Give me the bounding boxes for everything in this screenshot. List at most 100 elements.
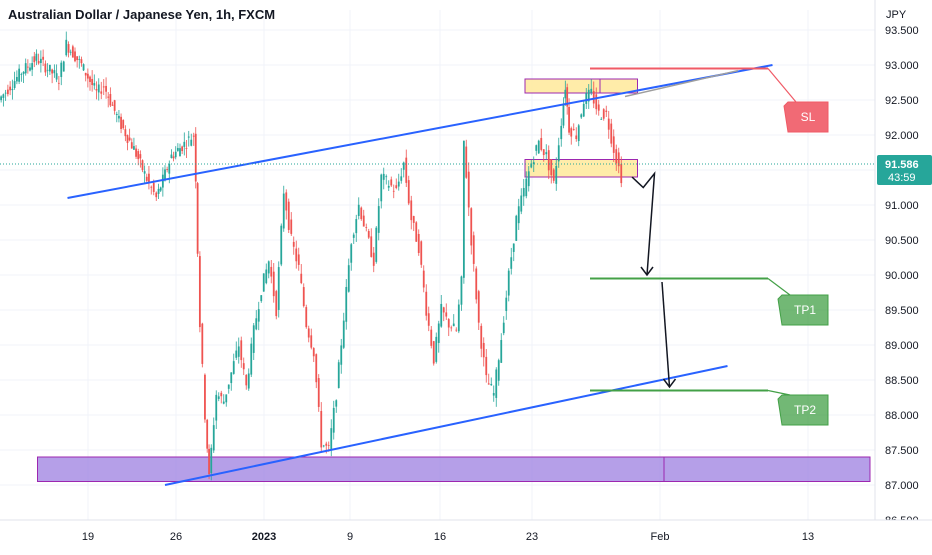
candle-body bbox=[155, 192, 158, 198]
candle-body bbox=[39, 58, 42, 63]
time-tick-label: 13 bbox=[802, 531, 814, 543]
candle-body bbox=[577, 125, 580, 142]
candle-body bbox=[157, 188, 160, 194]
candle-body bbox=[532, 162, 535, 165]
candle-body bbox=[51, 69, 54, 74]
candle-body bbox=[612, 136, 615, 153]
candle-body bbox=[120, 116, 122, 130]
candle-body bbox=[181, 146, 184, 152]
candle-body bbox=[292, 241, 295, 247]
tp1-badge bbox=[777, 294, 829, 326]
candle-body bbox=[370, 236, 373, 257]
price-tick-label: 87.000 bbox=[885, 480, 919, 492]
candle-body bbox=[585, 93, 588, 104]
candle-body bbox=[310, 335, 313, 348]
candle-body bbox=[172, 156, 175, 159]
candle-body bbox=[407, 180, 410, 204]
candle-body bbox=[320, 410, 323, 448]
candle-body bbox=[540, 137, 543, 150]
candle-body bbox=[385, 176, 388, 178]
candle-body bbox=[13, 81, 16, 88]
candle-body bbox=[355, 219, 358, 234]
candle-body bbox=[227, 384, 230, 389]
candle-body bbox=[295, 248, 298, 262]
candle-body bbox=[102, 86, 105, 88]
candle-body bbox=[84, 72, 87, 76]
candle-body bbox=[517, 206, 520, 224]
candle-body bbox=[525, 178, 528, 197]
candle-body bbox=[164, 169, 166, 181]
support-zone bbox=[37, 456, 871, 482]
candle-body bbox=[235, 350, 238, 358]
candle-body bbox=[225, 394, 228, 403]
time-tick-label: 9 bbox=[347, 531, 353, 543]
candle-body bbox=[95, 89, 98, 91]
candle-body bbox=[15, 76, 18, 82]
candle-body bbox=[430, 329, 433, 346]
candle-body bbox=[55, 73, 58, 80]
candle-body bbox=[297, 254, 300, 265]
candle-body bbox=[535, 145, 538, 151]
candle-body bbox=[447, 319, 450, 328]
candle-body bbox=[237, 346, 240, 357]
candle-body bbox=[495, 369, 498, 398]
candle-body bbox=[397, 181, 400, 187]
candle-body bbox=[139, 154, 142, 159]
candle-body bbox=[232, 361, 235, 374]
candle-body bbox=[113, 100, 116, 111]
candle-body bbox=[507, 270, 510, 296]
candle-body bbox=[275, 291, 278, 317]
candle-body bbox=[480, 325, 483, 349]
candle-body bbox=[442, 307, 445, 313]
candle-body bbox=[141, 160, 144, 171]
candle-body bbox=[360, 207, 363, 220]
time-tick-label: 16 bbox=[434, 531, 446, 543]
price-tick-label: 90.500 bbox=[885, 235, 919, 247]
price-tick-label: 92.500 bbox=[885, 95, 919, 107]
candle-body bbox=[159, 187, 162, 191]
candle-body bbox=[105, 85, 107, 92]
candle-body bbox=[210, 447, 213, 474]
candle-body bbox=[417, 233, 420, 253]
candle-body bbox=[130, 142, 133, 149]
candle-body bbox=[510, 257, 513, 269]
candle-body bbox=[580, 114, 583, 118]
candle-body bbox=[500, 340, 503, 363]
candle-body bbox=[222, 401, 225, 404]
candle-body bbox=[250, 343, 253, 375]
last-price-value: 91.586 bbox=[885, 159, 919, 171]
candle-body bbox=[174, 151, 177, 158]
candle-body bbox=[230, 372, 233, 384]
candle-body bbox=[282, 193, 285, 229]
candle-body bbox=[185, 148, 188, 149]
price-tick-label: 87.500 bbox=[885, 445, 919, 457]
time-tick-label: 26 bbox=[170, 531, 182, 543]
chart-title: Australian Dollar / Japanese Yen, 1h, FX… bbox=[8, 7, 276, 22]
candle-body bbox=[475, 268, 478, 300]
candle-body bbox=[402, 162, 405, 170]
candle-body bbox=[240, 340, 243, 361]
candle-body bbox=[93, 83, 96, 86]
price-tick-label: 90.000 bbox=[885, 270, 919, 282]
candle-body bbox=[247, 373, 250, 389]
candle-body bbox=[435, 336, 438, 362]
candle-body bbox=[91, 78, 94, 86]
candle-body bbox=[455, 329, 458, 331]
candle-body bbox=[345, 286, 348, 322]
candle-body bbox=[490, 383, 493, 386]
candle-body bbox=[497, 360, 500, 381]
candle-body bbox=[415, 222, 418, 242]
candle-body bbox=[520, 195, 523, 212]
candle-body bbox=[485, 356, 488, 376]
candle-body bbox=[545, 152, 548, 155]
candle-body bbox=[552, 169, 555, 181]
candle-body bbox=[135, 148, 137, 157]
candle-body bbox=[270, 266, 273, 277]
candle-body bbox=[126, 135, 129, 143]
candle-body bbox=[382, 173, 385, 180]
candle-body bbox=[502, 322, 505, 334]
candle-body bbox=[82, 64, 85, 71]
candle-body bbox=[65, 39, 68, 56]
candle-body bbox=[168, 163, 171, 174]
